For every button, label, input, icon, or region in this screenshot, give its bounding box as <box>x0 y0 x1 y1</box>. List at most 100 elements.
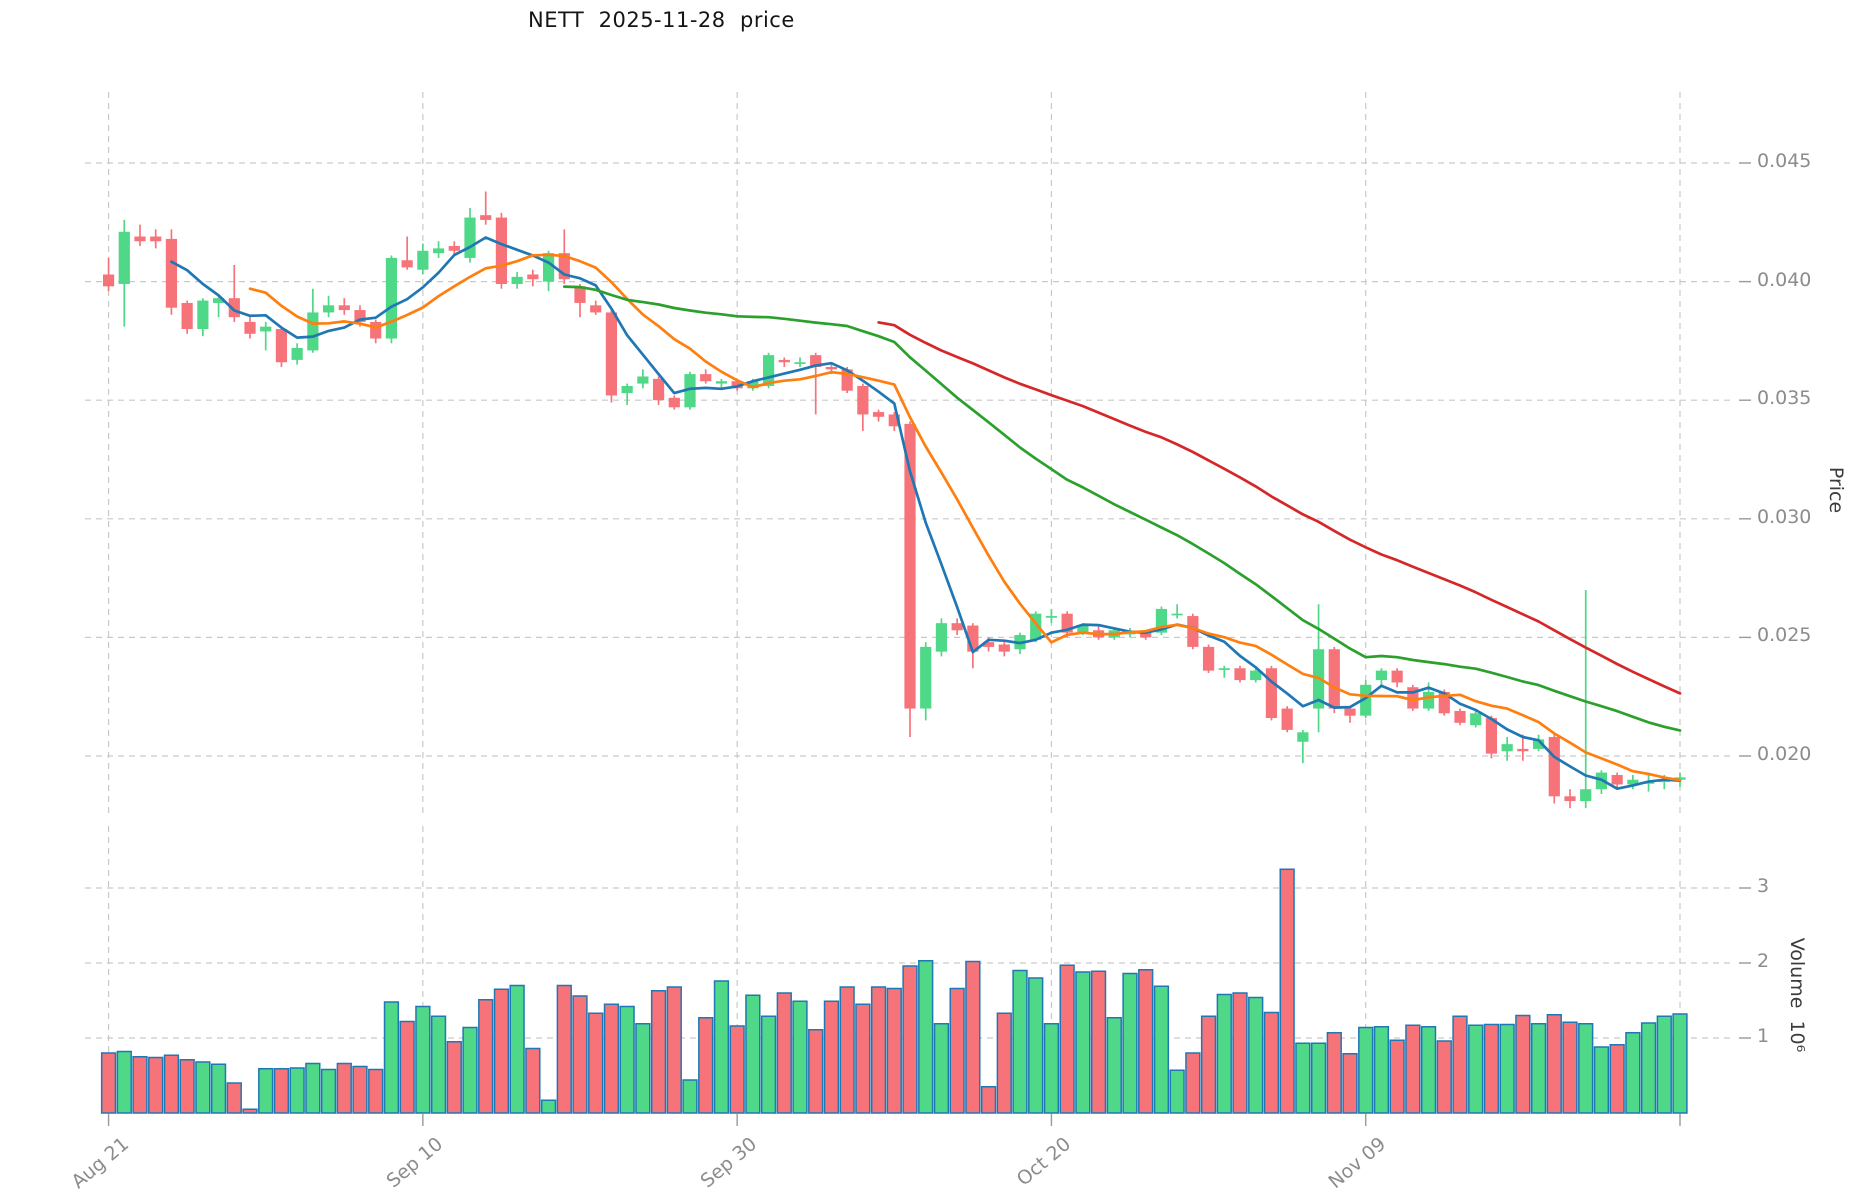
candle-body <box>1218 668 1230 670</box>
volume-bar <box>760 1015 777 1114</box>
volume-bar <box>933 1023 950 1114</box>
candle-body <box>982 642 995 647</box>
candle-body <box>652 378 665 401</box>
volume-bar <box>195 1061 211 1114</box>
candle-body <box>134 236 146 242</box>
candle-body <box>1611 774 1623 785</box>
volume-bar <box>1405 1024 1421 1114</box>
candle-body <box>511 276 523 284</box>
volume-bar <box>478 999 494 1114</box>
candle-body <box>212 298 225 303</box>
candle-body <box>370 321 382 339</box>
candle-body <box>385 257 398 339</box>
volume-bar <box>1216 993 1232 1114</box>
volume-bar <box>870 986 887 1114</box>
candle-body <box>307 312 319 351</box>
volume-bar <box>980 1086 997 1114</box>
volume-bar <box>1358 1026 1374 1114</box>
volume-bar <box>1468 1024 1484 1114</box>
candle-body <box>542 253 555 282</box>
volume-bar <box>572 995 588 1114</box>
volume-bar <box>1122 972 1138 1114</box>
volume-bar <box>996 1012 1012 1114</box>
price-tick-label: 0.040 <box>1757 268 1812 291</box>
chart-title: NETT 2025-11-28 price <box>528 8 795 32</box>
candle-body <box>825 366 838 370</box>
volume-bar <box>965 960 981 1114</box>
candle-body <box>1250 670 1262 681</box>
volume-bar <box>1248 996 1264 1114</box>
candle-body <box>1517 748 1529 752</box>
candle-body <box>165 238 178 308</box>
volume-bar <box>320 1068 337 1114</box>
volume-bar <box>588 1012 604 1114</box>
price-panel <box>102 191 1686 809</box>
volume-bar <box>1043 1023 1060 1114</box>
volume-bar <box>729 1025 745 1114</box>
volume-bar <box>949 987 965 1114</box>
volume-bar <box>148 1056 164 1114</box>
volume-bar <box>666 986 682 1114</box>
volume-bar <box>368 1068 384 1114</box>
volume-bar <box>839 986 855 1114</box>
volume-bar <box>918 960 934 1114</box>
volume-bar <box>179 1059 195 1114</box>
price-tick-label: 0.045 <box>1757 150 1812 172</box>
volume-bar <box>1672 1013 1688 1114</box>
volume-bar <box>1138 969 1154 1114</box>
volume-bar <box>1452 1015 1468 1114</box>
volume-bar <box>1546 1014 1562 1114</box>
candle-body <box>590 305 602 313</box>
volume-bar <box>352 1065 368 1114</box>
candle-body <box>495 217 508 284</box>
candle-body <box>480 215 492 220</box>
candle-body <box>668 397 680 408</box>
volume-bar <box>713 980 730 1114</box>
price-axis-title: Price <box>1825 466 1847 514</box>
volume-axis-title: Volume 10⁶ <box>1786 937 1808 1053</box>
volume-bar <box>682 1079 698 1114</box>
MA30-line <box>562 285 1682 732</box>
candle-body <box>1077 625 1089 633</box>
candle-body <box>338 305 350 311</box>
volume-bar <box>1625 1032 1641 1114</box>
candle-body <box>1281 708 1293 730</box>
volume-bar <box>273 1068 290 1114</box>
candle-body <box>904 423 916 709</box>
price-tick-label: 0.025 <box>1757 624 1812 647</box>
candle-body <box>1485 718 1498 754</box>
volume-bar <box>163 1054 180 1114</box>
candle-body <box>621 385 633 394</box>
volume-bar <box>1185 1052 1201 1114</box>
volume-bar <box>100 1052 117 1114</box>
volume-bar <box>1106 1017 1122 1114</box>
candle-body <box>1344 708 1356 716</box>
candle-body <box>1030 613 1042 640</box>
candle-body <box>935 623 948 652</box>
volume-bar <box>430 1015 447 1114</box>
volume-bar <box>1200 1015 1217 1114</box>
volume-bar <box>462 1026 478 1114</box>
candle-body <box>354 310 366 322</box>
volume-bar <box>1640 1022 1657 1114</box>
candle-body <box>794 362 806 364</box>
volume-bar <box>1326 1032 1342 1114</box>
volume-bar <box>1028 977 1044 1114</box>
candle-body <box>1532 739 1545 749</box>
axis-tick-marks <box>107 162 1751 1126</box>
candle-body <box>700 374 712 382</box>
volume-bar <box>525 1047 541 1114</box>
volume-bar <box>1593 1046 1610 1114</box>
candle-body <box>417 250 429 270</box>
volume-bar <box>226 1082 242 1114</box>
candle-body <box>1627 779 1639 785</box>
candle-body <box>920 646 932 709</box>
volume-bar <box>808 1029 824 1114</box>
candle-body <box>275 329 288 363</box>
candle-body <box>1564 796 1576 802</box>
volume-bar <box>1232 992 1248 1114</box>
candle-body <box>1187 616 1199 647</box>
volume-bar <box>210 1063 227 1114</box>
volume-bar <box>619 1005 635 1114</box>
